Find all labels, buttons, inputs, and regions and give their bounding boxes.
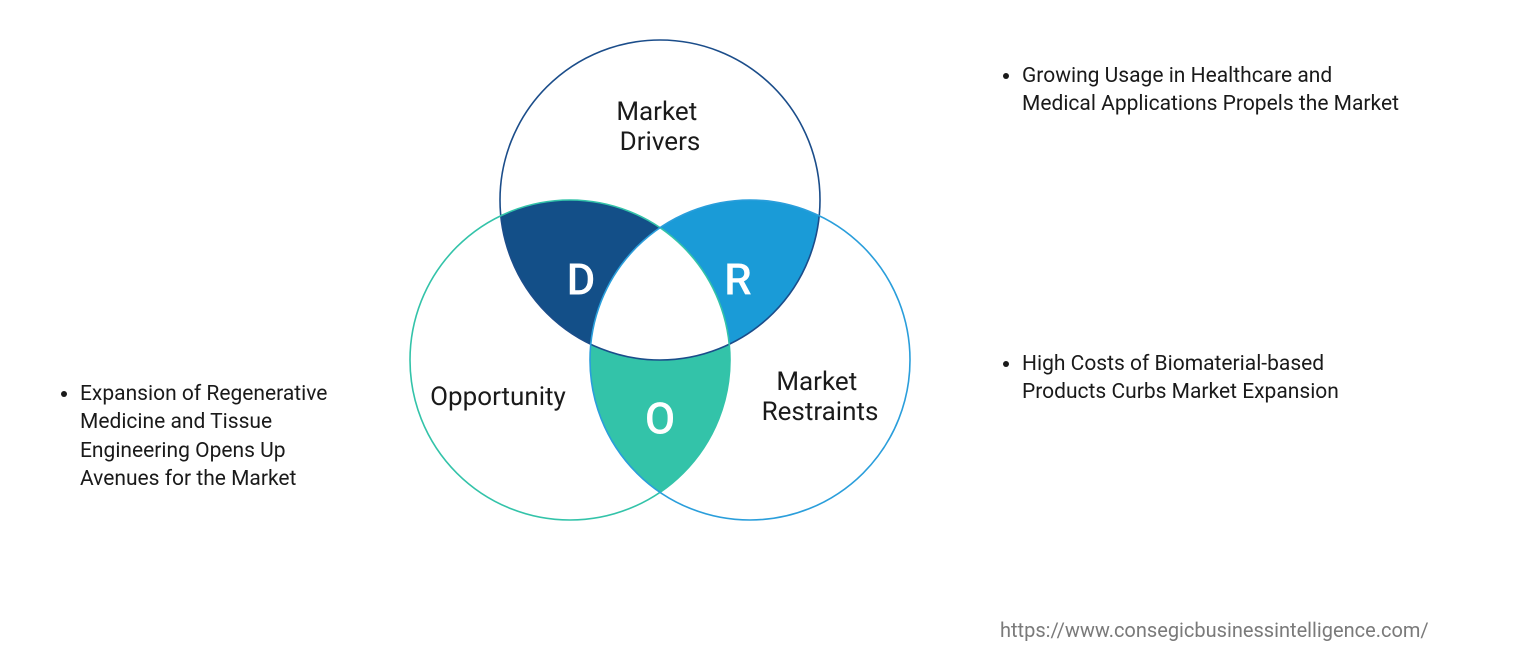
label-restraints-l2: Restraints	[762, 397, 879, 427]
label-restraints-l1: Market	[776, 367, 857, 397]
label-drivers: Market Drivers	[616, 97, 703, 157]
label-restraints: Market Restraints	[762, 367, 879, 427]
bullets-opportunity: Expansion of Regenerative Medicine and T…	[58, 380, 358, 497]
source-url: https://www.consegicbusinessintelligence…	[1000, 618, 1429, 642]
bullet-opportunity-0: Expansion of Regenerative Medicine and T…	[80, 380, 358, 493]
label-drivers-l1: Market	[616, 97, 697, 127]
label-opportunity: Opportunity	[430, 382, 566, 412]
bullet-drivers-0: Growing Usage in Healthcare and Medical …	[1022, 62, 1410, 119]
petal-letter-d: D	[567, 254, 596, 306]
bullets-restraints: High Costs of Biomaterial-based Products…	[1000, 350, 1360, 411]
petal-letter-r: R	[724, 254, 752, 306]
venn-svg: D R O Market Drivers Opportunity Market …	[350, 10, 970, 630]
label-drivers-l2: Drivers	[620, 127, 701, 157]
bullets-drivers: Growing Usage in Healthcare and Medical …	[1000, 62, 1410, 123]
petal-letter-o: O	[645, 393, 675, 445]
label-opportunity-l1: Opportunity	[430, 382, 566, 412]
bullet-restraints-0: High Costs of Biomaterial-based Products…	[1022, 350, 1360, 407]
venn-diagram: D R O Market Drivers Opportunity Market …	[350, 10, 970, 630]
